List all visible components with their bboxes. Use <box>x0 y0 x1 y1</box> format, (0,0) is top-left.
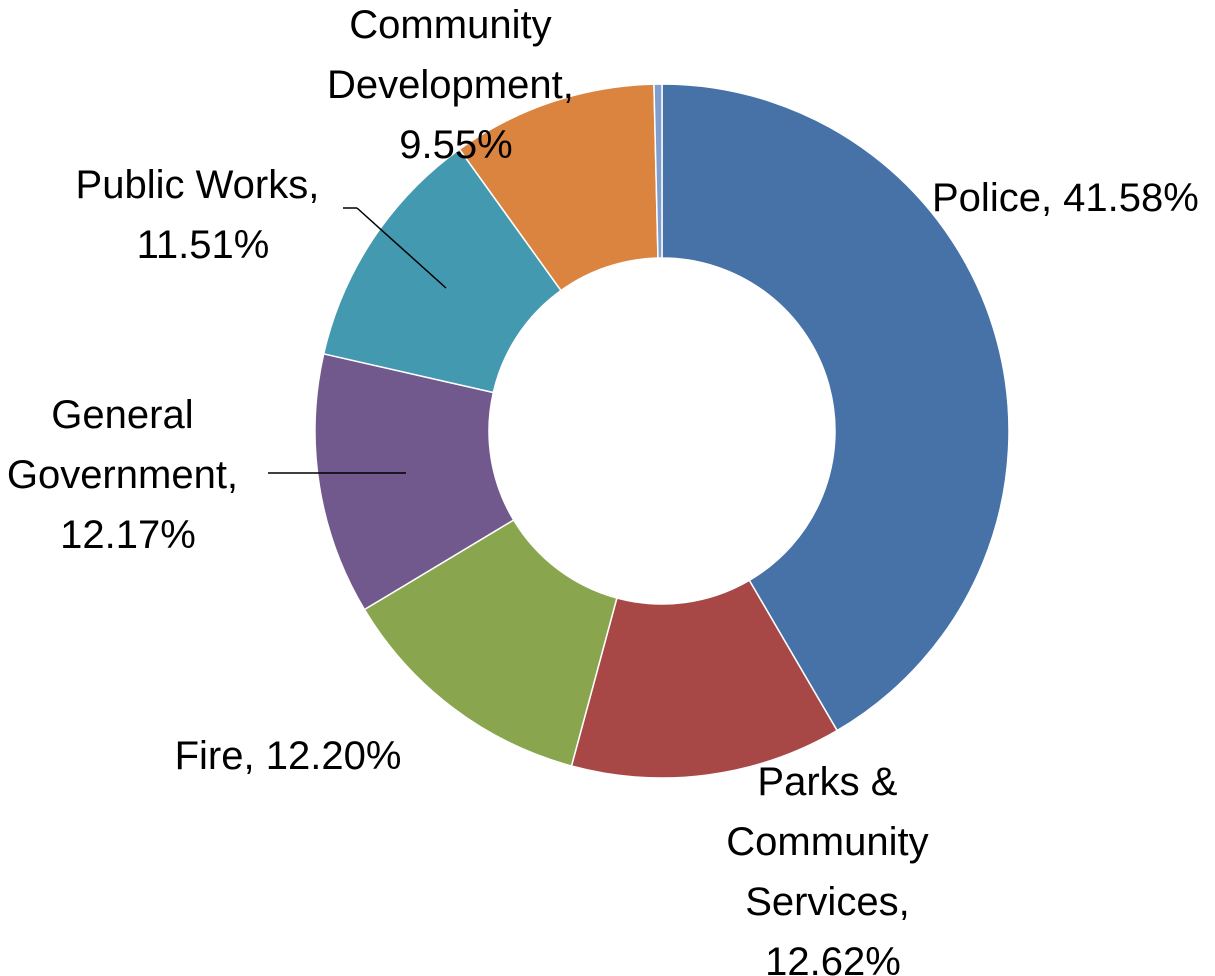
slice-fire <box>363 518 618 767</box>
slice-other <box>653 83 663 259</box>
slice-general-government <box>314 352 515 611</box>
slice-label-public-works: Public Works, 11.51% <box>76 163 331 267</box>
slice-parks <box>570 579 839 779</box>
slice-police <box>661 83 1010 732</box>
slice-label-community-development: Community Development, 9.55% <box>327 3 585 167</box>
slice-label-police: Police, 41.58% <box>932 176 1199 220</box>
slice-public-works <box>322 148 563 394</box>
slice-label-general-government: General Government, 12.17% <box>7 393 249 557</box>
slice-label-fire: Fire, 12.20% <box>175 734 402 778</box>
slices-group <box>314 83 1010 779</box>
slice-label-parks: Parks & Community Services, 12.62% <box>726 760 939 976</box>
leader-line-public-works-diag <box>356 207 447 289</box>
